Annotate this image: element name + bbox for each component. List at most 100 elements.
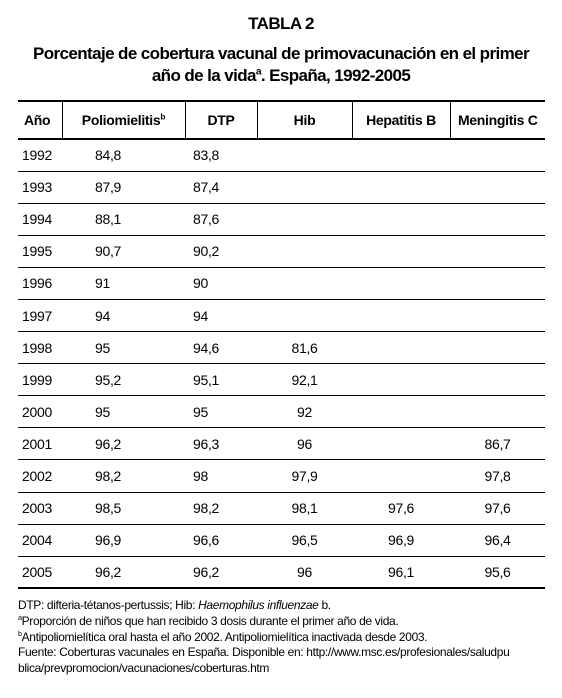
table-row: 1996 91 90: [18, 267, 545, 300]
table-cell: 96: [297, 435, 312, 452]
table-cell: [352, 428, 450, 460]
table-cell: [352, 364, 450, 396]
table-cell: 97,9: [291, 467, 318, 484]
table-cell: [450, 139, 545, 171]
table-row: 1998 95 94,6 81,6: [18, 332, 545, 364]
table-cell: [257, 139, 352, 171]
table-row: 1995 90,7 90,2: [18, 235, 545, 268]
table-cell: 1997: [22, 307, 52, 324]
table-subtitle: Porcentaje de cobertura vacunal de primo…: [33, 44, 530, 63]
table-row: 2000 95 95 92: [18, 396, 545, 428]
table-cell: [352, 267, 450, 299]
table-cell: 98,5: [95, 500, 122, 517]
table-cell: [257, 267, 352, 299]
superscript: a: [18, 612, 22, 622]
table-cell: 96,4: [484, 532, 511, 549]
table-cell: [352, 235, 450, 267]
footnote-text: DTP: difteria-tétanos-pertussis; Hib:: [18, 598, 199, 612]
table-cell: 96,2: [95, 435, 122, 452]
table-cell: 83,8: [193, 147, 220, 164]
table-cell: 90,2: [193, 243, 220, 260]
table-cell: [352, 396, 450, 428]
table-cell: 96,9: [95, 532, 122, 549]
table-cell: 98: [193, 467, 208, 484]
table-row: 1994 88,1 87,6: [18, 203, 545, 236]
table-cell: [450, 364, 545, 396]
footnote-text: Antipoliomielítica oral hasta el año 200…: [21, 629, 428, 644]
table-row: 1999 95,2 95,1 92,1: [18, 364, 545, 396]
table-cell: 91: [95, 275, 110, 292]
table-cell: 95,6: [484, 564, 511, 581]
header-text: DTP: [207, 112, 235, 128]
table-cell: 2000: [22, 403, 52, 420]
table-cell: 94,6: [193, 339, 220, 356]
table-cell: 2001: [22, 435, 52, 452]
header-text: Hib: [293, 112, 316, 128]
table-cell: [257, 235, 352, 267]
table-cell: [352, 171, 450, 203]
table-cell: [450, 235, 545, 267]
table-cell: 96,6: [193, 532, 220, 549]
table-cell: 97,8: [484, 467, 511, 484]
table-cell: 2003: [22, 500, 52, 517]
table-cell: 94: [95, 307, 110, 324]
table-cell: 1998: [22, 339, 52, 356]
column-header: Poliomielitisb: [61, 101, 185, 139]
table-cell: 90,7: [95, 243, 122, 260]
table-cell: [257, 171, 352, 203]
table-cell: 95,1: [193, 371, 220, 388]
table-cell: 2005: [22, 564, 52, 581]
table-cell: 1995: [22, 243, 52, 260]
footnote-italic: Haemophilus influenzae: [198, 598, 319, 612]
table-cell: [450, 171, 545, 203]
table-title: TABLA 2: [248, 14, 314, 33]
table-cell: 94: [193, 307, 208, 324]
table-cell: 96,2: [95, 564, 122, 581]
table-row: 2004 96,9 96,6 96,5 96,9 96,4: [18, 524, 545, 557]
table-cell: 96,3: [193, 435, 220, 452]
superscript: a: [255, 66, 262, 78]
table-row: 2002 98,2 98 97,9 97,8: [18, 460, 545, 493]
table-cell: 86,7: [484, 435, 511, 452]
table-cell: 2004: [22, 532, 52, 549]
table-cell: [257, 203, 352, 235]
table-row: 2003 98,5 98,2 98,1 97,6 97,6: [18, 492, 545, 525]
table-cell: 87,6: [193, 211, 220, 228]
table-cell: 95: [95, 403, 110, 420]
table-cell: [352, 299, 450, 331]
column-header: Hepatitis B: [351, 101, 450, 139]
column-header: Meningitis C: [449, 101, 545, 139]
table-cell: 92: [297, 403, 312, 420]
table-row: 2001 96,2 96,3 96 86,7: [18, 428, 545, 460]
source: Fuente: Coberturas vacunales en España. …: [18, 645, 510, 660]
table-cell: 96,5: [291, 532, 318, 549]
column-header: Año: [18, 101, 62, 139]
header-text: Meningitis C: [457, 112, 538, 128]
table-head: Año Poliomielitisb DTP Hib Hepatitis B Mening…: [18, 101, 545, 139]
table-cell: 97,6: [484, 500, 511, 517]
header-text: Hepatitis B: [366, 112, 436, 128]
table-cell: [450, 203, 545, 235]
table-row: 1992 84,8 83,8: [18, 139, 545, 172]
subtitle-text: . España, 1992-2005: [260, 66, 411, 85]
table-cell: 1992: [22, 147, 52, 164]
header-text: Poliomielitis: [81, 112, 161, 128]
table-cell: 95: [95, 339, 110, 356]
table-cell: 96,1: [387, 564, 415, 581]
table-cell: [352, 332, 450, 364]
table-row: 2005 96,2 96,2 96 96,1 95,6: [18, 556, 545, 589]
table-cell: 95: [193, 403, 208, 420]
table-row: 1997 94 94: [18, 299, 545, 332]
table-cell: 98,1: [291, 500, 318, 517]
table-cell: [450, 396, 545, 428]
table-cell: 87,4: [193, 179, 220, 196]
header-row: Año Poliomielitisb DTP Hib Hepatitis B Mening…: [18, 101, 545, 139]
table-cell: 87,9: [95, 179, 122, 196]
table-cell: 96,9: [387, 532, 415, 549]
footnote-text: b.: [318, 598, 331, 612]
header-text: Año: [24, 112, 51, 128]
table-cell: 88,1: [95, 211, 122, 228]
table-cell: 84,8: [95, 147, 122, 164]
footnote: aProporción de niños que han recibido 3 …: [18, 614, 558, 630]
